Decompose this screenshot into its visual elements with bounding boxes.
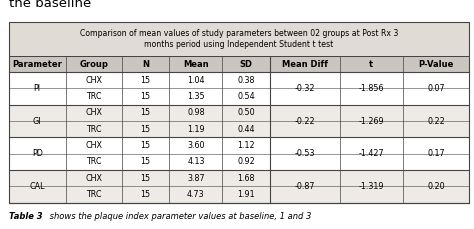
Text: 0.54: 0.54 [237, 92, 255, 101]
Text: t: t [369, 60, 374, 69]
Text: the baseline: the baseline [9, 0, 91, 10]
Text: 0.17: 0.17 [427, 149, 445, 158]
Text: 0.20: 0.20 [427, 182, 445, 191]
Text: CHX: CHX [85, 108, 102, 117]
Text: 4.13: 4.13 [187, 157, 205, 166]
Bar [9, 186, 469, 203]
Text: CHX: CHX [85, 76, 102, 85]
Text: 15: 15 [140, 174, 151, 183]
Text: 15: 15 [140, 125, 151, 134]
Bar [9, 72, 469, 88]
Text: -1.856: -1.856 [359, 84, 384, 93]
Text: CHX: CHX [85, 174, 102, 183]
Bar [9, 88, 469, 105]
Text: CAL: CAL [29, 182, 45, 191]
Text: 15: 15 [140, 76, 151, 85]
Text: -0.22: -0.22 [295, 117, 315, 125]
Text: TRC: TRC [86, 125, 101, 134]
Bar [9, 121, 469, 137]
Text: TRC: TRC [86, 190, 101, 199]
Text: PD: PD [32, 149, 43, 158]
Text: 1.19: 1.19 [187, 125, 205, 134]
Text: -0.87: -0.87 [295, 182, 315, 191]
Text: -1.319: -1.319 [359, 182, 384, 191]
Bar [9, 137, 469, 154]
Text: 1.35: 1.35 [187, 92, 205, 101]
Text: -1.269: -1.269 [358, 117, 384, 125]
Text: 0.44: 0.44 [237, 125, 255, 134]
Text: -0.53: -0.53 [295, 149, 315, 158]
Bar [9, 154, 469, 170]
Text: 15: 15 [140, 92, 151, 101]
Text: Mean: Mean [183, 60, 209, 69]
Text: 15: 15 [140, 190, 151, 199]
Text: Comparison of mean values of study parameters between 02 groups at Post Rx 3
mon: Comparison of mean values of study param… [80, 29, 398, 49]
Text: CHX: CHX [85, 141, 102, 150]
Text: 4.73: 4.73 [187, 190, 205, 199]
Text: 3.87: 3.87 [187, 174, 205, 183]
Text: PI: PI [34, 84, 41, 93]
Text: Parameter: Parameter [12, 60, 62, 69]
Text: P-Value: P-Value [419, 60, 454, 69]
Text: 15: 15 [140, 141, 151, 150]
Text: 0.38: 0.38 [237, 76, 255, 85]
Bar [9, 105, 469, 121]
Text: -0.32: -0.32 [295, 84, 315, 93]
Text: 15: 15 [140, 108, 151, 117]
Text: 1.12: 1.12 [237, 141, 255, 150]
Text: 0.92: 0.92 [237, 157, 255, 166]
Text: 1.91: 1.91 [237, 190, 255, 199]
Text: 0.07: 0.07 [427, 84, 445, 93]
Text: Table 3: Table 3 [9, 212, 42, 221]
Text: 1.68: 1.68 [237, 174, 255, 183]
Text: shows the plaque index parameter values at baseline, 1 and 3: shows the plaque index parameter values … [47, 212, 312, 221]
Text: 1.04: 1.04 [187, 76, 205, 85]
Text: N: N [142, 60, 149, 69]
Text: 15: 15 [140, 157, 151, 166]
Text: 0.22: 0.22 [427, 117, 445, 125]
Text: TRC: TRC [86, 157, 101, 166]
Bar [9, 170, 469, 186]
Text: Mean Diff: Mean Diff [282, 60, 328, 69]
Text: SD: SD [240, 60, 253, 69]
Bar [9, 22, 469, 203]
Text: 0.98: 0.98 [187, 108, 205, 117]
Text: TRC: TRC [86, 92, 101, 101]
Text: GI: GI [33, 117, 41, 125]
Text: 3.60: 3.60 [187, 141, 205, 150]
Text: 0.50: 0.50 [237, 108, 255, 117]
Text: Group: Group [79, 60, 108, 69]
Bar [9, 56, 469, 72]
Text: -1.427: -1.427 [358, 149, 384, 158]
Bar [9, 22, 469, 56]
